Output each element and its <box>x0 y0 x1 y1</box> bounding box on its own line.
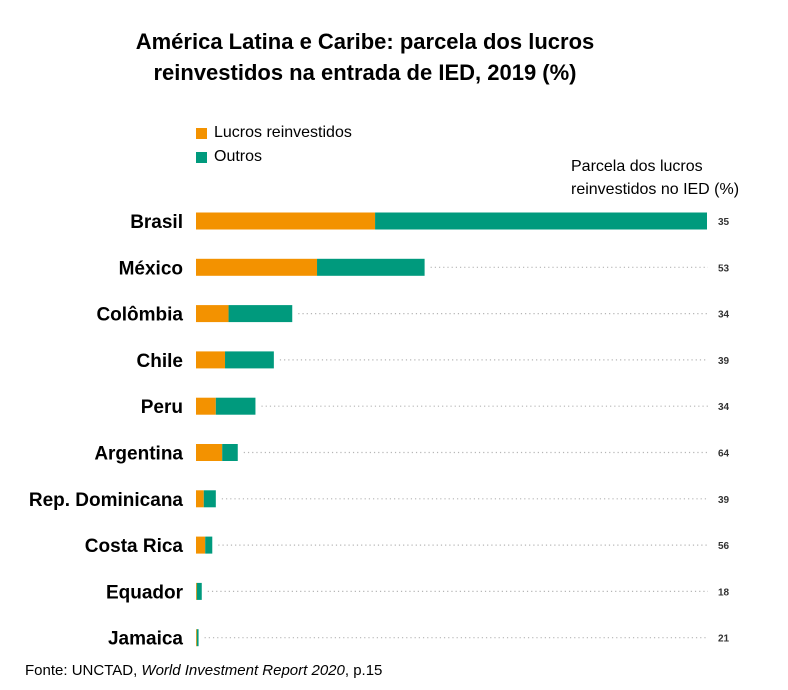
bar-equador-lucros-reinvestidos <box>196 582 197 600</box>
bar-peru-lucros-reinvestidos <box>196 397 216 415</box>
category-label-mexico: México <box>119 258 183 279</box>
bar-chile-outros <box>225 351 274 369</box>
category-label-brasil: Brasil <box>130 212 183 233</box>
legend-item-outros: Outros <box>196 145 352 169</box>
legend-swatch-outros <box>196 152 207 163</box>
bar-brasil-lucros-reinvestidos <box>196 212 376 230</box>
share-value-jamaica: 21 <box>718 634 730 645</box>
share-value-colombia: 34 <box>718 310 730 321</box>
share-value-brasil: 35 <box>718 217 730 228</box>
category-label-argentina: Argentina <box>94 444 183 465</box>
share-header-line-1: Parcela dos lucros <box>571 158 703 175</box>
category-label-peru: Peru <box>141 397 183 418</box>
category-label-equador: Equador <box>106 582 184 603</box>
legend-item-lucros: Lucros reinvestidos <box>196 121 352 145</box>
legend: Lucros reinvestidos Outros <box>196 121 352 169</box>
bar-costa-rica-lucros-reinvestidos <box>196 536 206 554</box>
category-label-rep-dominicana: Rep. Dominicana <box>29 490 184 511</box>
share-header-line-2: reinvestidos no IED (%) <box>571 181 740 198</box>
share-value-chile: 39 <box>718 356 730 367</box>
footer-prefix: Fonte: UNCTAD, <box>25 662 142 679</box>
legend-swatch-lucros <box>196 128 207 139</box>
chart-title: América Latina e Caribe: parcela dos luc… <box>60 26 670 88</box>
chart-title-line-1: América Latina e Caribe: parcela dos luc… <box>135 29 595 54</box>
source-footer: Fonte: UNCTAD, World Investment Report 2… <box>25 662 382 679</box>
category-label-colombia: Colômbia <box>96 305 183 326</box>
bar-argentina-outros <box>222 444 238 461</box>
bar-mexico-outros <box>317 258 425 276</box>
share-value-argentina: 64 <box>718 449 730 460</box>
bar-equador-outros <box>196 582 202 600</box>
share-value-equador: 18 <box>718 587 730 598</box>
bar-chile-lucros-reinvestidos <box>196 351 226 369</box>
share-value-rep-dominicana: 39 <box>718 495 730 506</box>
category-label-jamaica: Jamaica <box>108 629 183 650</box>
chart-title-line-2: reinvestidos na entrada de IED, 2019 (%) <box>153 60 577 85</box>
bar-colombia-outros <box>228 305 293 323</box>
share-value-mexico: 53 <box>718 263 730 274</box>
legend-label-outros: Outros <box>214 148 263 165</box>
bar-jamaica-outros <box>196 629 199 647</box>
category-label-costa-rica: Costa Rica <box>85 536 184 557</box>
category-label-chile: Chile <box>137 351 183 372</box>
legend-label-lucros: Lucros reinvestidos <box>214 124 352 141</box>
bar-rep-dominicana-outros <box>203 490 216 508</box>
bar-costa-rica-outros <box>205 536 213 554</box>
footer-suffix: , p.15 <box>344 662 383 679</box>
bar-rep-dominicana-lucros-reinvestidos <box>196 490 204 508</box>
share-column-header: Parcela dos lucros reinvestidos no IED (… <box>571 155 781 201</box>
share-value-costa-rica: 56 <box>718 541 730 552</box>
bar-argentina-lucros-reinvestidos <box>196 444 223 461</box>
bar-brasil-outros <box>375 212 707 230</box>
bar-mexico-lucros-reinvestidos <box>196 258 318 276</box>
bar-colombia-lucros-reinvestidos <box>196 305 229 323</box>
bar-peru-outros <box>215 397 256 415</box>
share-value-peru: 34 <box>718 402 730 413</box>
footer-report-title: World Investment Report 2020 <box>141 662 345 679</box>
bar-jamaica-lucros-reinvestidos <box>196 629 197 647</box>
